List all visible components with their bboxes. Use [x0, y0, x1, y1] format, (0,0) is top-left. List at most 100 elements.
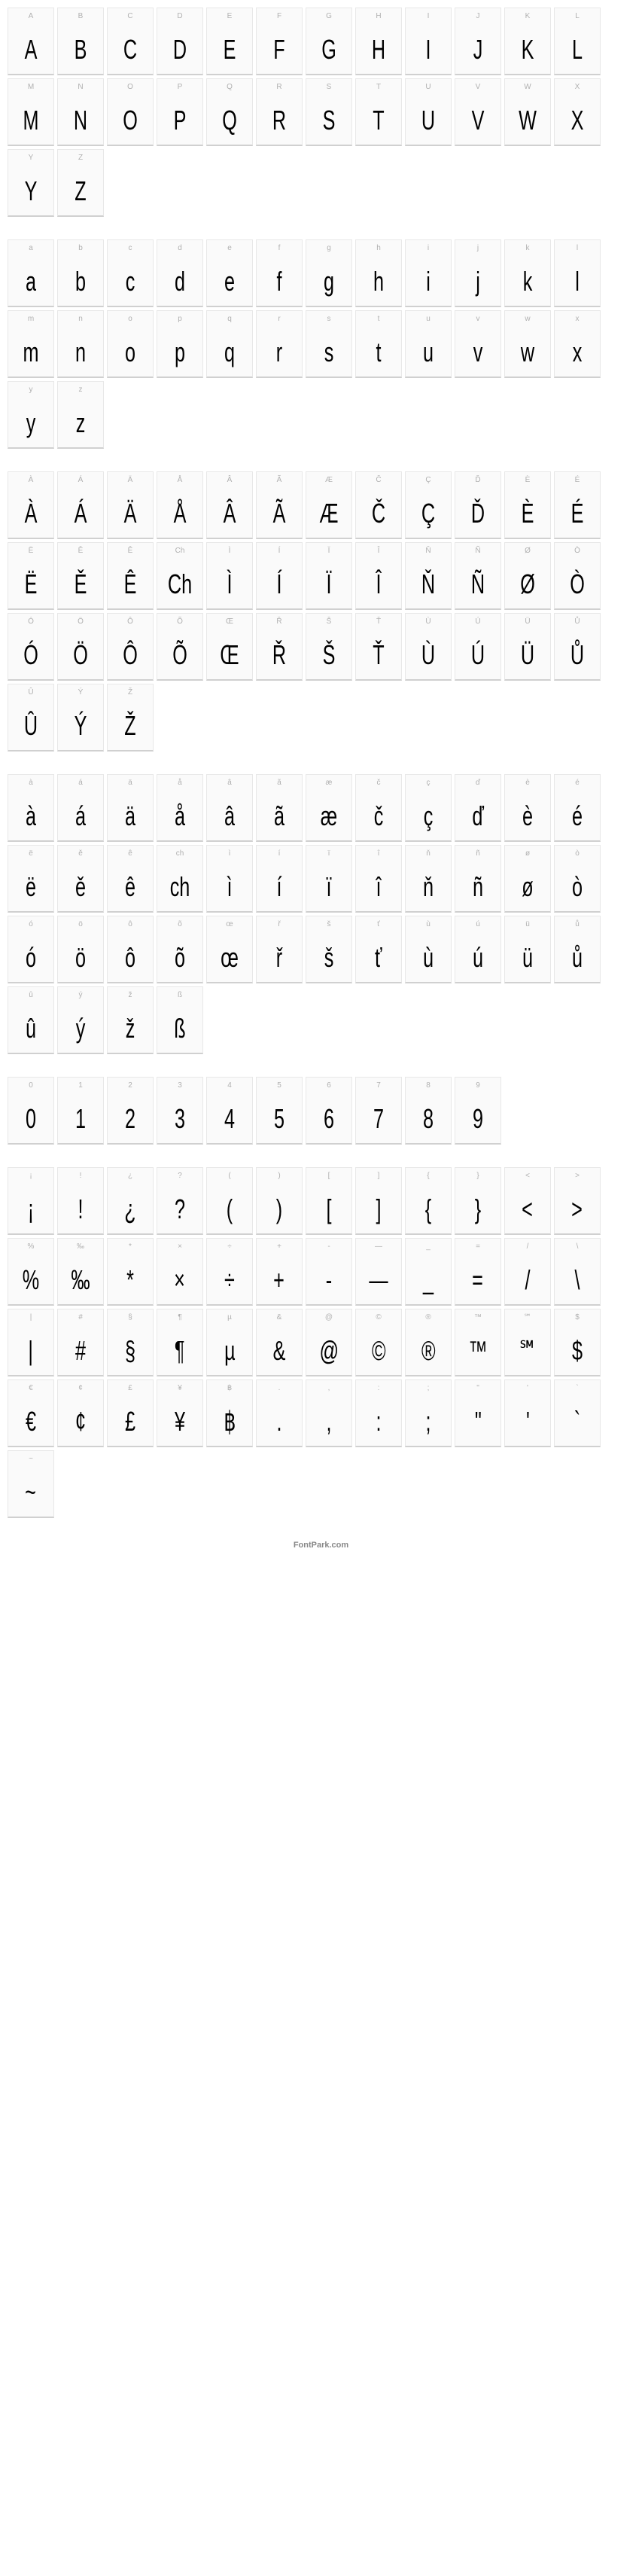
glyph-cell: ßß	[157, 986, 203, 1054]
glyph-char: U	[421, 96, 435, 145]
glyph-cell: ~~	[8, 1450, 54, 1518]
glyph-cell: CC	[107, 8, 154, 75]
glyph-label: ö	[78, 916, 83, 933]
glyph-cell: 22	[107, 1077, 154, 1145]
glyph-char: ç	[424, 791, 434, 840]
glyph-cell: čč	[355, 774, 402, 842]
glyph-cell: ûû	[8, 986, 54, 1054]
glyph-char: ¥	[175, 1397, 185, 1446]
glyph-char: ô	[125, 933, 135, 982]
glyph-char: ?	[175, 1184, 185, 1233]
glyph-cell: ฿฿	[206, 1379, 253, 1447]
glyph-cell: óó	[8, 916, 54, 983]
glyph-char: ü	[522, 933, 533, 982]
glyph-label: Ch	[175, 543, 185, 559]
glyph-label: )	[278, 1168, 280, 1184]
glyph-char: ÷	[224, 1255, 235, 1304]
glyph-char: ť	[375, 933, 382, 982]
glyph-cell: UU	[405, 78, 452, 146]
glyph-char: #	[75, 1326, 86, 1375]
glyph-char: Ž	[124, 701, 135, 750]
glyph-cell: ''	[504, 1379, 551, 1447]
glyph-label: c	[129, 240, 132, 257]
glyph-cell: ÏÏ	[306, 542, 352, 610]
glyph-cell: ññ	[455, 845, 501, 913]
glyph-char: ì	[227, 862, 232, 911]
glyph-label: ¿	[128, 1168, 132, 1184]
glyph-char: §	[125, 1326, 135, 1375]
glyph-char: Ý	[75, 701, 87, 750]
glyph-cell: ěě	[57, 845, 104, 913]
glyph-label: -	[327, 1239, 330, 1255]
glyph-label: %	[28, 1239, 35, 1255]
glyph-label: ê	[128, 846, 132, 862]
glyph-char: Ù	[421, 630, 435, 679]
glyph-label: å	[178, 775, 182, 791]
glyph-cell: éé	[554, 774, 601, 842]
glyph-char: Ñ	[471, 559, 485, 608]
glyph-label: Ň	[425, 543, 431, 559]
glyph-char: ň	[423, 862, 434, 911]
glyph-label: Ï	[328, 543, 330, 559]
glyph-label: õ	[178, 916, 182, 933]
glyph-char: œ	[221, 933, 239, 982]
glyph-cell: ææ	[306, 774, 352, 842]
glyph-cell: ňň	[405, 845, 452, 913]
glyph-char: ã	[274, 791, 284, 840]
glyph-label: ;	[427, 1380, 430, 1397]
glyph-cell: çç	[405, 774, 452, 842]
glyph-char: R	[272, 96, 286, 145]
glyph-label: ď	[476, 775, 480, 791]
glyph-char: ě	[75, 862, 86, 911]
glyph-cell: ——	[355, 1238, 402, 1306]
glyph-char: G	[321, 25, 336, 74]
glyph-label: k	[526, 240, 530, 257]
glyph-char: é	[572, 791, 583, 840]
glyph-label: <	[525, 1168, 530, 1184]
glyph-cell: pp	[157, 310, 203, 378]
glyph-label: Ď	[475, 472, 480, 489]
glyph-label: ň	[426, 846, 431, 862]
glyph-cell: ##	[57, 1309, 104, 1376]
glyph-label: ä	[128, 775, 132, 791]
glyph-char: É	[571, 489, 584, 538]
glyph-char: 0	[26, 1094, 36, 1143]
glyph-cell: AA	[8, 8, 54, 75]
glyph-label: Ö	[78, 614, 84, 630]
glyph-char: +	[274, 1255, 285, 1304]
glyph-cell: ÚÚ	[455, 613, 501, 681]
glyph-cell: VV	[455, 78, 501, 146]
glyph-char: `	[574, 1397, 580, 1446]
glyph-cell: §§	[107, 1309, 154, 1376]
glyph-label: Y	[29, 150, 34, 166]
glyph-label: !	[80, 1168, 82, 1184]
glyph-cell: JJ	[455, 8, 501, 75]
glyph-cell: **	[107, 1238, 154, 1306]
glyph-char: x	[573, 328, 583, 376]
glyph-cell: >>	[554, 1167, 601, 1235]
glyph-cell: ¶¶	[157, 1309, 203, 1376]
glyph-label: w	[525, 311, 530, 328]
glyph-label: ô	[128, 916, 132, 933]
glyph-label: ~	[29, 1451, 33, 1468]
glyph-char: Á	[75, 489, 87, 538]
glyph-cell: ôô	[107, 916, 154, 983]
glyph-label: Ì	[229, 543, 231, 559]
glyph-cell: ))	[256, 1167, 303, 1235]
glyph-label: 1	[78, 1078, 83, 1094]
glyph-label: |	[30, 1309, 32, 1326]
glyph-label: §	[128, 1309, 132, 1326]
glyph-label: s	[327, 311, 331, 328]
glyph-char: Ch	[168, 559, 192, 608]
glyph-char: ®	[421, 1326, 436, 1375]
glyph-label: Ù	[425, 614, 431, 630]
glyph-label: 0	[29, 1078, 33, 1094]
glyph-label: Ë	[29, 543, 34, 559]
glyph-cell: ==	[455, 1238, 501, 1306]
glyph-cell: ëë	[8, 845, 54, 913]
glyph-label: ò	[575, 846, 580, 862]
glyph-cell: {{	[405, 1167, 452, 1235]
glyph-char: ó	[26, 933, 36, 982]
glyph-cell: ÊÊ	[107, 542, 154, 610]
glyph-char: M	[23, 96, 39, 145]
